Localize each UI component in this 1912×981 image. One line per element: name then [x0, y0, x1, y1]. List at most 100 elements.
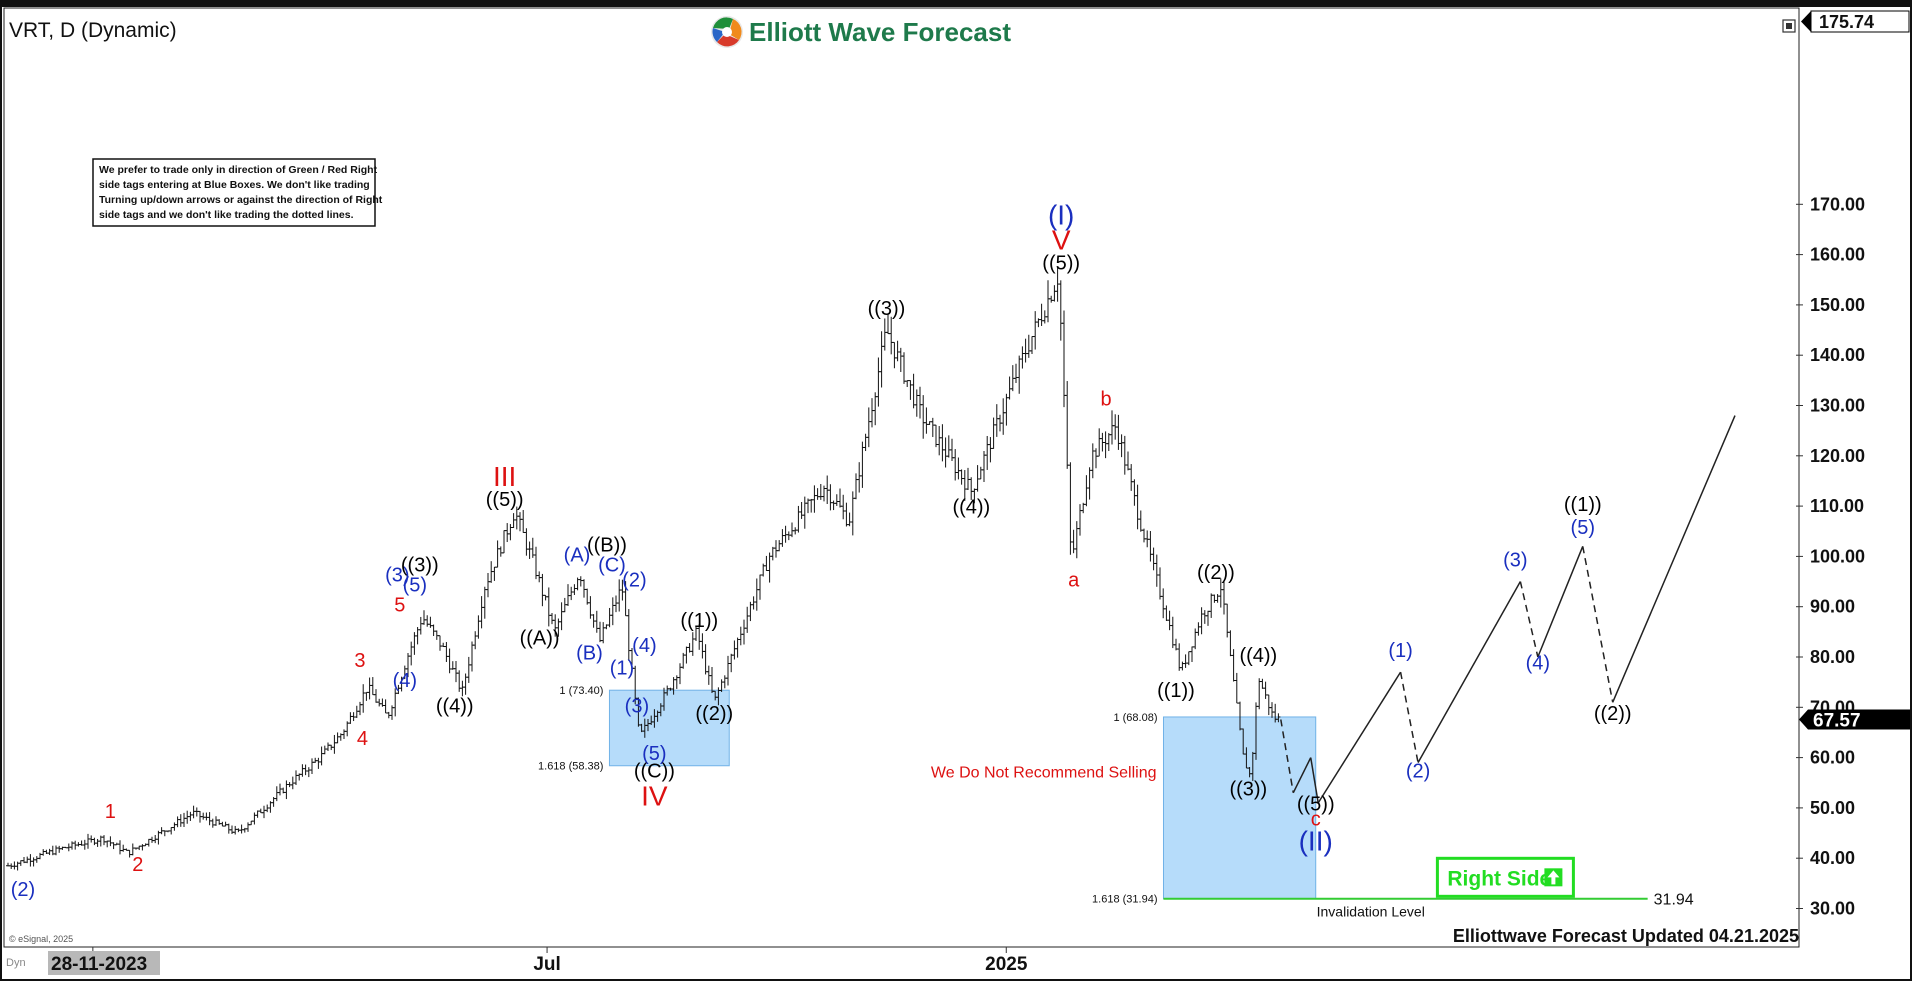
maximize-icon[interactable] — [1782, 19, 1796, 33]
notice-line-4: side tags and we don't like trading the … — [99, 209, 354, 221]
projection-segment — [1582, 546, 1614, 703]
brand-logo: Elliott Wave Forecast — [711, 16, 1011, 48]
y-axis: 30.0040.0050.0060.0070.0080.0090.00100.0… — [1796, 194, 1910, 919]
projection-segment — [1280, 719, 1295, 793]
wave-label-3: (3) — [385, 565, 409, 587]
wave-label-3: (3) — [1503, 549, 1527, 571]
notice-line-1: We prefer to trade only in direction of … — [99, 164, 378, 176]
y-tick-label: 60.00 — [1810, 748, 1855, 768]
projection-segment — [1612, 415, 1736, 703]
blue-box-top-label: 1 (73.40) — [559, 685, 603, 697]
top-price-tag: 175.74 — [1801, 10, 1910, 33]
advice-text: We Do Not Recommend Selling — [931, 765, 1157, 782]
wave-label-5: ((5)) — [1042, 253, 1080, 275]
top-price-label: 175.74 — [1819, 12, 1874, 32]
right-side-tag: Right Side — [1435, 856, 1575, 898]
wave-label-4: ((4)) — [952, 497, 990, 519]
symbol-title: VRT, D (Dynamic) — [9, 19, 177, 42]
wave-labels: (2)12345(3)(5)((3))(4)((4))III((5))((A))… — [11, 199, 1632, 901]
blue-box-bottom-label: 1.618 (31.94) — [1092, 894, 1157, 906]
projection-path — [1280, 415, 1736, 804]
wave-label-4: (4) — [632, 635, 656, 657]
brand-name: Elliott Wave Forecast — [749, 17, 1011, 47]
invalidation-level-label: Invalidation Level — [1317, 904, 1425, 920]
x-tick-label: Jul — [533, 954, 560, 975]
wave-label-iii: III — [493, 461, 516, 492]
dyn-label: Dyn — [6, 957, 26, 969]
blue-box — [608, 689, 730, 767]
y-tick-label: 50.00 — [1810, 798, 1855, 818]
wave-label-2: (2) — [622, 570, 646, 592]
invalidation-level-value: 31.94 — [1654, 892, 1694, 909]
projection-segment — [1292, 757, 1312, 794]
wave-label-2: 2 — [132, 854, 143, 876]
right-side-tag-label: Right Side — [1447, 867, 1551, 890]
price-bars — [6, 267, 1281, 871]
ewf-logo-icon — [711, 16, 743, 48]
wave-label-4: (4) — [1526, 653, 1550, 675]
wave-label-b: (B) — [576, 643, 603, 665]
wave-label-4: ((4)) — [1239, 645, 1277, 667]
blue-box — [1162, 716, 1317, 900]
y-tick-label: 80.00 — [1810, 647, 1855, 667]
projection-segment — [1417, 581, 1522, 763]
wave-label-4: (4) — [393, 670, 417, 692]
wave-label-b: b — [1101, 389, 1112, 411]
wave-label-c: ((C)) — [634, 761, 675, 783]
blue-boxes: 1 (73.40) 1.618 (58.38) 1 (68.08) 1.618 (31… — [538, 685, 1694, 920]
notice-box — [92, 158, 376, 227]
wave-label-2: (2) — [11, 879, 35, 901]
top-frame-bar — [0, 0, 1912, 7]
arrow-up-icon — [1544, 868, 1563, 887]
y-tick-label: 110.00 — [1810, 496, 1864, 516]
trading-notice: We prefer to trade only in direction of … — [92, 158, 383, 227]
wave-label-1: (1) — [610, 658, 634, 680]
updated-label: Elliottwave Forecast Updated 04.21.2025 — [1453, 926, 1799, 946]
y-tick-label: 100.00 — [1810, 546, 1865, 566]
wave-label-a: (A) — [564, 544, 591, 566]
wave-label-2: ((2)) — [1594, 703, 1632, 725]
wave-label-c: c — [1311, 809, 1321, 831]
wave-label-5: ((5)) — [486, 489, 524, 511]
projection-segment — [1309, 757, 1319, 803]
wave-label-b: ((B)) — [587, 534, 627, 556]
wave-label-4: 4 — [357, 728, 368, 750]
plot-frame — [3, 7, 1800, 948]
y-tick-label: 160.00 — [1810, 245, 1865, 265]
y-tick-label: 90.00 — [1810, 597, 1855, 617]
x-tick-label: 2025 — [985, 954, 1028, 975]
wave-label-5: (5) — [403, 575, 427, 597]
wave-label-1: ((1)) — [680, 610, 718, 632]
blue-box-top-label: 1 (68.08) — [1113, 712, 1157, 724]
y-tick-label: 150.00 — [1810, 295, 1865, 315]
cursor-date-box — [48, 951, 160, 975]
wave-label-5: 5 — [394, 595, 405, 617]
wave-label-ii: (II) — [1299, 826, 1333, 857]
y-tick-label: 120.00 — [1810, 446, 1865, 466]
price-bar — [1276, 713, 1281, 723]
y-tick-label: 170.00 — [1810, 194, 1865, 214]
wave-label-3: 3 — [354, 650, 365, 672]
current-price-tag — [1799, 709, 1910, 730]
wave-label-a: ((A)) — [520, 627, 560, 649]
arrow-up-icon-glyph — [1547, 870, 1560, 885]
wave-label-3: ((3)) — [401, 554, 439, 576]
wave-label-2: (2) — [1406, 761, 1430, 783]
wave-label-1: 1 — [105, 801, 116, 823]
wave-label-1: (1) — [1388, 640, 1412, 662]
wave-label-3: (3) — [625, 695, 649, 717]
wave-label-5: ((5)) — [1297, 793, 1335, 815]
cursor-date-label: 28-11-2023 — [51, 954, 147, 975]
wave-label-3: ((3)) — [868, 298, 906, 320]
y-tick-label: 30.00 — [1810, 899, 1855, 919]
wave-label-1: ((1)) — [1157, 680, 1195, 702]
projection-segment — [1537, 546, 1584, 658]
projection-segment — [1317, 671, 1402, 804]
wave-label-5: (5) — [642, 743, 666, 765]
wave-label-v: V — [1052, 225, 1071, 256]
y-tick-label: 140.00 — [1810, 345, 1865, 365]
y-tick-label: 40.00 — [1810, 848, 1855, 868]
wave-label-c: (C) — [598, 554, 626, 576]
notice-line-2: side tags entering at Blue Boxes. We don… — [99, 179, 370, 191]
